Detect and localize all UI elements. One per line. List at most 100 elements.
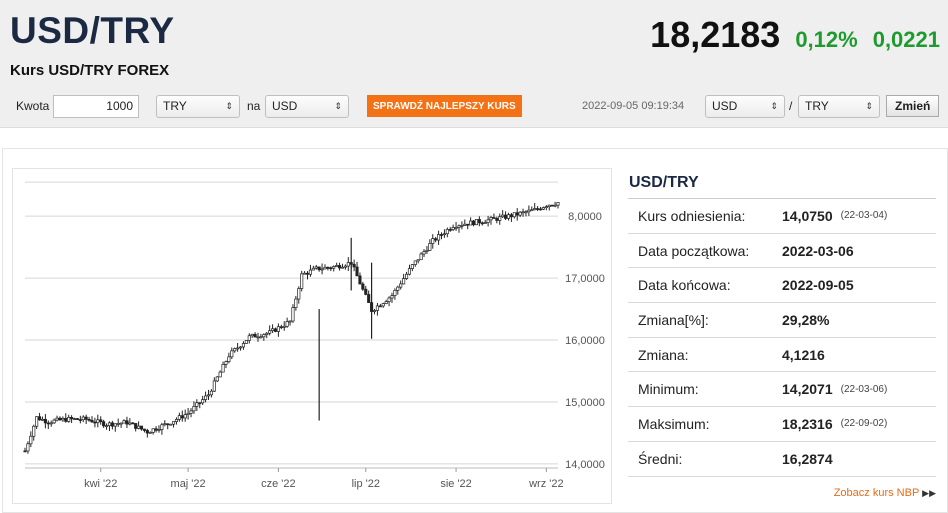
candle-body bbox=[521, 211, 525, 214]
candle-body bbox=[506, 214, 511, 219]
stats-label: Data końcowa: bbox=[638, 277, 731, 294]
converter-toolbar: Kwota 1000 TRY ⇕ na USD ⇕ SPRAWDŹ NAJLEP… bbox=[0, 94, 948, 120]
candle-body bbox=[142, 428, 146, 431]
candle-body bbox=[238, 346, 243, 349]
candle-body bbox=[407, 268, 412, 275]
stats-value: 4,1216 bbox=[782, 346, 825, 363]
candle-body bbox=[495, 218, 499, 221]
candle-body bbox=[273, 328, 278, 332]
candle-body bbox=[244, 340, 248, 344]
from-currency-select[interactable]: TRY ⇕ bbox=[156, 94, 240, 118]
x-tick-label: sie '22 bbox=[440, 478, 471, 490]
best-rate-button[interactable]: SPRAWDŹ NAJLEPSZY KURS bbox=[367, 95, 522, 117]
candle-body bbox=[390, 295, 394, 299]
candle-body bbox=[419, 253, 423, 261]
candle-body bbox=[463, 223, 467, 226]
candle-body bbox=[81, 416, 85, 421]
candle-body bbox=[422, 251, 426, 255]
candle-body bbox=[434, 238, 438, 241]
candle-body bbox=[259, 336, 263, 339]
candle-body bbox=[174, 419, 179, 422]
candle-body bbox=[70, 417, 74, 420]
stats-label: Maksimum: bbox=[638, 415, 710, 432]
candle-body bbox=[294, 298, 298, 308]
y-tick-label: 14,0000 bbox=[565, 459, 605, 471]
candle-body bbox=[177, 415, 181, 420]
candle-body bbox=[332, 266, 336, 269]
candle-body bbox=[338, 265, 342, 269]
candle-body bbox=[428, 243, 432, 251]
candle-body bbox=[410, 264, 414, 269]
candle-body bbox=[544, 206, 548, 209]
candle-body bbox=[323, 266, 327, 270]
candle-body bbox=[128, 422, 132, 425]
candle-body bbox=[297, 288, 301, 300]
candle-body bbox=[393, 289, 397, 296]
candle-body bbox=[58, 417, 62, 421]
candle-body bbox=[399, 283, 403, 288]
candle-body bbox=[227, 356, 231, 362]
amount-label: Kwota bbox=[16, 99, 50, 113]
page-subtitle: Kurs USD/TRY FOREX bbox=[10, 62, 170, 79]
stats-value: 18,2316 bbox=[782, 415, 833, 432]
nbp-link[interactable]: Zobacz kurs NBP ▶▶ bbox=[834, 487, 936, 499]
candle-body bbox=[201, 399, 205, 404]
candle-body bbox=[119, 422, 123, 425]
candle-body bbox=[145, 430, 149, 434]
candle-body bbox=[29, 435, 33, 445]
stats-label: Kurs odniesienia: bbox=[638, 207, 746, 224]
candle-body bbox=[55, 417, 59, 421]
to-currency-select[interactable]: USD ⇕ bbox=[265, 94, 349, 118]
candle-body bbox=[26, 443, 30, 452]
amount-input[interactable]: 1000 bbox=[53, 94, 139, 118]
change-pair-button[interactable]: Zmień bbox=[886, 95, 940, 117]
candle-body bbox=[317, 266, 321, 271]
pair-base-select[interactable]: USD ⇕ bbox=[705, 94, 785, 118]
candle-body bbox=[262, 334, 266, 338]
candle-body bbox=[355, 266, 359, 277]
candle-body bbox=[209, 390, 213, 396]
candle-body bbox=[32, 425, 36, 437]
candle-body bbox=[134, 423, 138, 429]
candle-body bbox=[387, 297, 391, 302]
candle-body bbox=[518, 211, 522, 216]
candle-body bbox=[308, 269, 312, 275]
y-tick-label: 17,0000 bbox=[565, 273, 605, 285]
candle-body bbox=[492, 217, 496, 219]
x-tick-label: kwi '22 bbox=[84, 478, 117, 490]
candle-body bbox=[477, 219, 481, 224]
candle-body bbox=[23, 450, 27, 453]
candle-body bbox=[448, 229, 452, 231]
candle-body bbox=[372, 310, 377, 312]
candle-body bbox=[431, 238, 435, 244]
candle-body bbox=[171, 421, 176, 425]
pair-base-value: USD bbox=[712, 99, 738, 113]
candle-body bbox=[163, 423, 167, 426]
candle-body bbox=[442, 233, 446, 236]
candle-body bbox=[43, 418, 47, 424]
quote-summary: 18,2183 0,12% 0,0221 bbox=[650, 14, 940, 56]
stats-value: 2022-03-06 bbox=[782, 242, 854, 259]
candle-body bbox=[49, 422, 53, 425]
candle-body bbox=[352, 263, 356, 268]
candle-body bbox=[169, 423, 173, 426]
x-tick-label: lip '22 bbox=[352, 478, 380, 490]
candle-body bbox=[527, 209, 531, 213]
candle-body bbox=[413, 260, 417, 265]
candle-body bbox=[180, 415, 184, 419]
pair-quote-select[interactable]: TRY ⇕ bbox=[798, 94, 880, 118]
candle-body bbox=[335, 265, 339, 267]
candle-body bbox=[148, 431, 152, 434]
candle-body bbox=[102, 421, 106, 427]
candle-body bbox=[536, 208, 540, 210]
candle-body bbox=[276, 326, 280, 332]
candle-body bbox=[46, 422, 50, 425]
candle-body bbox=[358, 275, 362, 285]
candle-body bbox=[139, 425, 144, 430]
candle-body bbox=[72, 418, 77, 420]
stats-value: 29,28% bbox=[782, 311, 830, 328]
candle-body bbox=[125, 420, 129, 425]
x-tick-label: cze '22 bbox=[261, 478, 296, 490]
stats-row: Zmiana[%]: 29,28% bbox=[628, 303, 936, 338]
candle-body bbox=[553, 204, 557, 207]
